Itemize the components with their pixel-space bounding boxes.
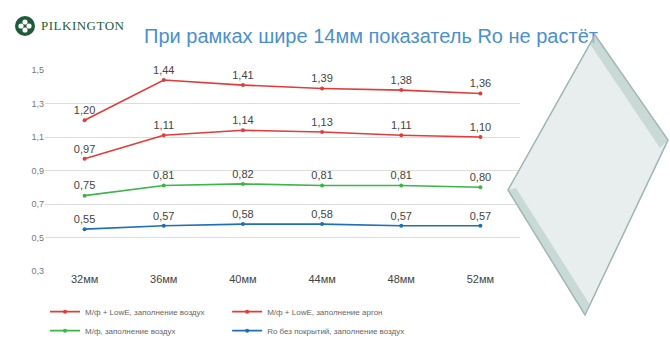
svg-text:1,5: 1,5 [31, 65, 44, 75]
svg-text:1,41: 1,41 [232, 69, 253, 81]
svg-text:0,57: 0,57 [391, 210, 412, 222]
svg-text:0,3: 0,3 [31, 266, 44, 276]
svg-text:1,1: 1,1 [31, 132, 44, 142]
svg-text:1,10: 1,10 [470, 121, 491, 133]
svg-text:0,57: 0,57 [153, 210, 174, 222]
svg-text:Ro без покрытий, заполнение во: Ro без покрытий, заполнение воздух [267, 327, 404, 336]
svg-text:0,55: 0,55 [74, 213, 95, 225]
svg-text:1,11: 1,11 [391, 119, 412, 131]
svg-text:1,13: 1,13 [311, 116, 332, 128]
svg-text:0,82: 0,82 [232, 168, 253, 180]
svg-text:36мм: 36мм [150, 273, 177, 285]
svg-text:0,80: 0,80 [470, 171, 491, 183]
svg-text:М/ф + LowE, заполнение воздух: М/ф + LowE, заполнение воздух [85, 308, 205, 317]
svg-text:32мм: 32мм [71, 273, 98, 285]
svg-text:0,57: 0,57 [470, 210, 491, 222]
svg-text:0,5: 0,5 [31, 233, 44, 243]
svg-text:1,39: 1,39 [311, 72, 332, 84]
svg-text:1,36: 1,36 [470, 77, 491, 89]
svg-text:0,58: 0,58 [311, 208, 332, 220]
svg-text:40мм: 40мм [229, 273, 256, 285]
svg-text:При рамках шире 14мм показател: При рамках шире 14мм показатель Ro не ра… [144, 25, 598, 47]
svg-text:0,81: 0,81 [311, 169, 332, 181]
svg-text:1,14: 1,14 [232, 114, 253, 126]
svg-text:1,11: 1,11 [153, 119, 174, 131]
svg-text:0,9: 0,9 [31, 166, 44, 176]
svg-text:44мм: 44мм [308, 273, 335, 285]
svg-text:0,75: 0,75 [74, 179, 95, 191]
svg-text:1,38: 1,38 [391, 74, 412, 86]
svg-text:1,3: 1,3 [31, 99, 44, 109]
svg-text:0,81: 0,81 [153, 169, 174, 181]
svg-text:0,7: 0,7 [31, 199, 44, 209]
svg-text:1,20: 1,20 [74, 104, 95, 116]
svg-text:48мм: 48мм [388, 273, 415, 285]
svg-text:М/ф, заполнение воздух: М/ф, заполнение воздух [85, 327, 175, 336]
svg-text:М/ф + LowE, заполнение аргон: М/ф + LowE, заполнение аргон [267, 308, 382, 317]
html-text:PILKINGTON: PILKINGTON [41, 18, 125, 33]
svg-text:0,58: 0,58 [232, 208, 253, 220]
svg-text:0,97: 0,97 [74, 143, 95, 155]
svg-text:0,81: 0,81 [391, 169, 412, 181]
svg-text:1,44: 1,44 [153, 64, 174, 76]
svg-text:52мм: 52мм [467, 273, 494, 285]
